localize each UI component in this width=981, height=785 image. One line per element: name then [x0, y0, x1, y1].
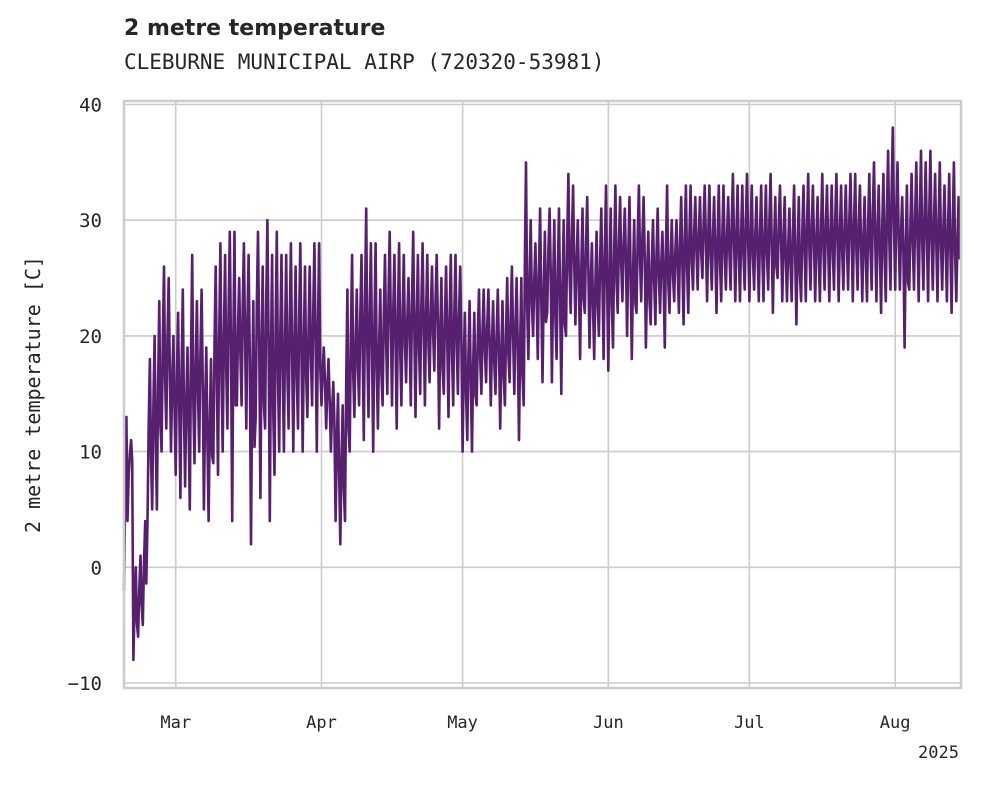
series-group: [122, 126, 962, 662]
x-tick-label: May: [447, 713, 478, 733]
y-tick-label: 10: [79, 442, 102, 464]
y-axis-ticks: −10 0 10 20 30 40: [68, 95, 102, 696]
x-tick-label: Jun: [593, 713, 624, 733]
y-tick-label: 20: [79, 326, 102, 348]
y-tick-label: 40: [79, 95, 102, 117]
x-tick-label: Jul: [734, 713, 765, 733]
chart-subtitle: CLEBURNE MUNICIPAL AIRP (720320-53981): [124, 50, 605, 74]
plot-frame: [122, 99, 963, 690]
x-tick-label: Aug: [880, 713, 911, 733]
y-axis-label: 2 metre temperature [C]: [21, 256, 45, 533]
chart-title: 2 metre temperature: [124, 16, 386, 41]
year-label: 2025: [918, 743, 959, 763]
x-axis-ticks: Mar Apr May Jun Jul Aug: [160, 713, 910, 733]
x-tick-label: Apr: [306, 713, 337, 733]
y-tick-label: 0: [91, 557, 102, 579]
y-tick-label: 30: [79, 210, 102, 232]
temperature-series-line: [122, 126, 962, 662]
x-tick-label: Mar: [160, 713, 191, 733]
y-tick-label: −10: [68, 673, 102, 695]
